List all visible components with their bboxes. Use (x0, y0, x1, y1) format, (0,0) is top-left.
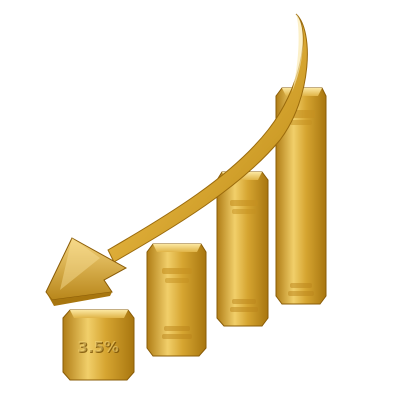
arrow-down-icon (45, 13, 308, 306)
bar-1-label-highlight: 3.5% (77, 338, 119, 356)
gold-bar-1: 3.5% 3.5% (62, 309, 135, 381)
bar-1-label: 3.5% (78, 339, 120, 357)
gold-bar-3 (216, 171, 269, 327)
gold-bar-2 (146, 243, 207, 357)
